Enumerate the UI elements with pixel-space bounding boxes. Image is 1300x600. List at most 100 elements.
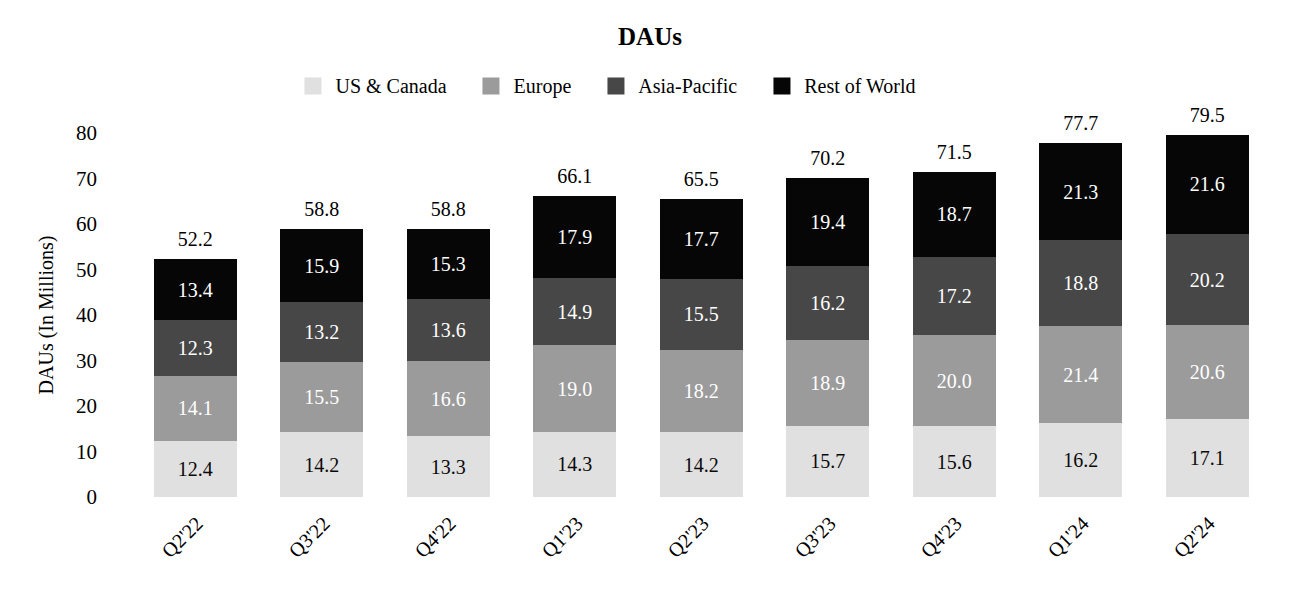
bar-segment-value: 20.2 [1190,270,1225,290]
bar-segment: 13.6 [407,299,490,361]
x-axis-tick-label: Q4'22 [411,513,459,561]
bar-segment-value: 15.6 [937,452,972,472]
bar-segment: 12.3 [154,320,237,376]
bar-segment: 13.4 [154,259,237,320]
x-axis-tick-label: Q2'22 [158,513,206,561]
bar-segment: 15.6 [913,426,996,497]
plot-area: 0102030405060708012.414.112.313.452.2Q2'… [0,0,1300,600]
bar-segment: 18.7 [913,172,996,257]
bar-segment-value: 12.4 [178,459,213,479]
y-axis-tick-label: 30 [50,350,97,371]
x-axis-tick-label: Q2'23 [664,513,712,561]
bar-segment-value: 13.6 [431,320,466,340]
bar-segment: 17.7 [660,199,743,280]
bar-total-label: 66.1 [530,165,620,187]
bar-segment-value: 17.7 [684,229,719,249]
bar-segment: 16.2 [1039,423,1122,497]
bar-segment-value: 21.3 [1063,182,1098,202]
bar-segment: 15.5 [660,279,743,350]
bar-segment: 19.4 [786,178,869,266]
y-axis-tick-label: 10 [50,441,97,462]
bar-total-label: 71.5 [909,141,999,163]
bar-segment-value: 18.7 [937,204,972,224]
bar-segment: 16.2 [786,266,869,340]
bar-segment-value: 13.2 [304,322,339,342]
bar-segment-value: 14.2 [304,455,339,475]
bar-segment: 21.3 [1039,143,1122,240]
y-axis-tick-label: 80 [50,123,97,144]
bar-total-label: 58.8 [403,198,493,220]
bar-segment-value: 12.3 [178,338,213,358]
bar-segment: 16.6 [407,361,490,437]
bar-segment: 17.2 [913,257,996,335]
bar-segment-value: 17.1 [1190,448,1225,468]
bar-total-label: 58.8 [277,198,367,220]
y-axis-tick-label: 40 [50,305,97,326]
bar-segment-value: 15.9 [304,256,339,276]
bar-segment: 14.2 [280,432,363,497]
bar-segment: 20.2 [1166,234,1249,326]
x-axis-tick-label: Q3'23 [791,513,839,561]
x-axis-tick-label: Q1'23 [538,513,586,561]
bar-segment-value: 19.4 [810,212,845,232]
bar-segment: 19.0 [533,345,616,431]
bar-segment-value: 14.2 [684,455,719,475]
bar-segment: 15.9 [280,229,363,301]
bar-segment-value: 13.3 [431,457,466,477]
bar-segment: 21.6 [1166,135,1249,233]
bar-segment: 18.2 [660,350,743,433]
bar-segment-value: 16.6 [431,389,466,409]
bar-segment: 13.2 [280,302,363,362]
bar-segment-value: 15.5 [304,387,339,407]
bar-total-label: 65.5 [656,168,746,190]
bar-segment: 18.9 [786,340,869,426]
bar-segment-value: 18.2 [684,381,719,401]
bar-segment: 14.9 [533,278,616,346]
bar-segment-value: 14.1 [178,398,213,418]
bar-segment: 14.3 [533,432,616,497]
bar-segment-value: 15.5 [684,304,719,324]
bar-total-label: 70.2 [783,147,873,169]
bar-segment: 14.2 [660,432,743,497]
x-axis-tick-label: Q3'22 [285,513,333,561]
bar-segment: 15.7 [786,426,869,497]
x-axis-tick-label: Q1'24 [1044,513,1092,561]
bar-segment: 14.1 [154,376,237,440]
y-axis-tick-label: 50 [50,259,97,280]
y-axis-tick-label: 70 [50,168,97,189]
bar-segment-value: 20.6 [1190,362,1225,382]
bar-segment-value: 21.4 [1063,365,1098,385]
bar-segment-value: 14.3 [557,454,592,474]
bar-total-label: 52.2 [150,228,240,250]
bar-segment: 15.3 [407,229,490,299]
bar-segment-value: 19.0 [557,379,592,399]
bar-segment: 20.6 [1166,325,1249,419]
bar-segment-value: 16.2 [1063,450,1098,470]
bar-segment-value: 18.9 [810,373,845,393]
bar-segment: 20.0 [913,335,996,426]
bar-segment: 18.8 [1039,240,1122,326]
bar-segment-value: 16.2 [810,293,845,313]
bar-segment-value: 13.4 [178,280,213,300]
bar-segment: 17.9 [533,196,616,277]
y-axis-tick-label: 20 [50,396,97,417]
bar-total-label: 77.7 [1036,112,1126,134]
bar-segment: 12.4 [154,441,237,497]
x-axis-tick-label: Q2'24 [1170,513,1218,561]
bar-segment-value: 15.7 [810,451,845,471]
bar-segment-value: 20.0 [937,371,972,391]
bar-segment: 13.3 [407,436,490,497]
bar-segment-value: 17.9 [557,227,592,247]
dau-stacked-bar-chart: DAUs US & CanadaEuropeAsia-PacificRest o… [0,0,1300,600]
bar-segment-value: 17.2 [937,286,972,306]
bar-segment-value: 14.9 [557,302,592,322]
y-axis-tick-label: 60 [50,214,97,235]
bar-segment-value: 21.6 [1190,174,1225,194]
bar-total-label: 79.5 [1162,104,1252,126]
bar-segment: 17.1 [1166,419,1249,497]
bar-segment-value: 15.3 [431,254,466,274]
bar-segment: 15.5 [280,362,363,433]
bar-segment-value: 18.8 [1063,273,1098,293]
bar-segment: 21.4 [1039,326,1122,423]
x-axis-tick-label: Q4'23 [917,513,965,561]
